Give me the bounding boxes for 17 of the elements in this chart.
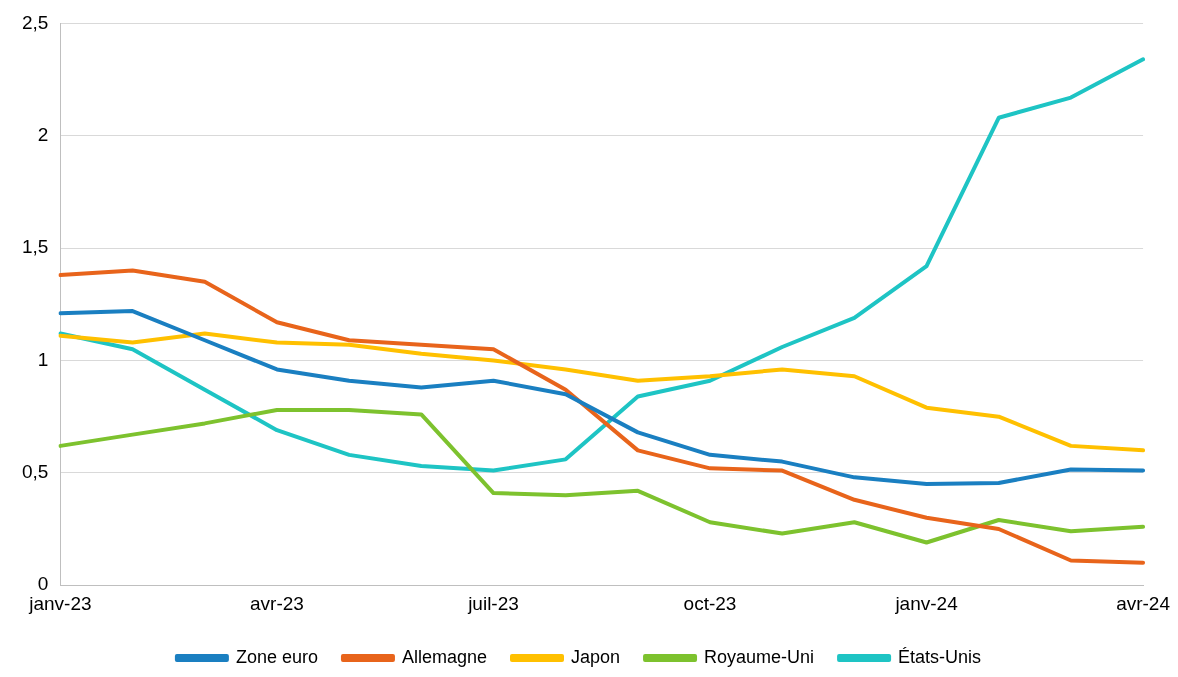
x-tick-label: juil-23 <box>467 592 519 614</box>
y-tick-label: 1,5 <box>21 236 49 258</box>
x-tick-label: janv-24 <box>894 592 959 614</box>
y-tick-label: 0 <box>37 573 49 595</box>
legend-label: États-Unis <box>898 646 982 667</box>
x-tick-label: avr-24 <box>1116 592 1171 614</box>
legend-label: Allemagne <box>401 646 488 667</box>
x-tick-label: oct-23 <box>683 592 737 614</box>
legend-label: Japon <box>571 646 621 667</box>
y-tick-label: 0,5 <box>21 461 49 483</box>
x-tick-label: janv-23 <box>28 592 92 614</box>
legend-label: Royaume-Uni <box>704 646 815 667</box>
x-tick-label: avr-23 <box>250 592 304 614</box>
y-tick-label: 2,5 <box>21 11 49 33</box>
y-tick-label: 1 <box>37 348 49 370</box>
y-tick-label: 2 <box>37 123 49 145</box>
legend-label: Zone euro <box>235 646 318 667</box>
